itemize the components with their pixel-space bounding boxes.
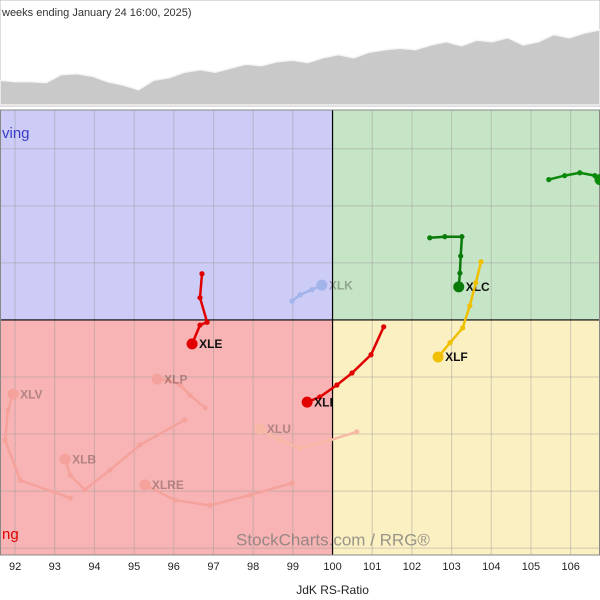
tail-point — [199, 271, 205, 277]
series-label: XLC — [466, 280, 490, 294]
tail-point — [197, 322, 203, 328]
tail-line — [63, 418, 186, 492]
tail-point — [354, 429, 360, 435]
series-label: XLE — [199, 337, 222, 351]
tail-point — [309, 287, 315, 293]
tail-head — [186, 338, 198, 350]
x-tick-label: 105 — [522, 561, 540, 573]
quadrant-improving — [0, 110, 333, 320]
x-axis-label: JdK RS-Ratio — [296, 583, 369, 597]
x-tick-label: 98 — [247, 561, 259, 573]
quadrant-lagging — [0, 319, 333, 555]
tail-point — [297, 445, 303, 451]
tail-head — [316, 279, 328, 291]
tail-point — [2, 437, 8, 443]
tail-point — [67, 495, 73, 501]
x-tick-label: 93 — [49, 561, 61, 573]
tail-head — [594, 174, 600, 186]
tail-point — [327, 437, 333, 443]
tail-point — [182, 417, 188, 423]
x-tick-label: 103 — [442, 561, 460, 573]
tail-head — [301, 396, 313, 408]
tail-point — [368, 352, 374, 358]
tail-head — [254, 423, 266, 435]
tail-point — [334, 382, 340, 388]
tail-point — [204, 319, 210, 325]
tail-point — [546, 177, 552, 183]
tail-head — [7, 388, 19, 400]
tail-point — [247, 492, 253, 498]
tail-point — [297, 292, 303, 298]
x-tick-label: 92 — [9, 561, 21, 573]
tail-point — [5, 407, 11, 413]
tail-point — [137, 442, 143, 448]
tail-point — [67, 472, 73, 478]
tail-head — [139, 479, 151, 491]
tail-point — [473, 280, 479, 286]
series-label: XLB — [72, 452, 96, 466]
tail-point — [457, 270, 463, 276]
tail-point — [447, 340, 453, 346]
series-label: XLRE — [152, 478, 184, 492]
tail-point — [349, 370, 355, 376]
tail-point — [442, 234, 448, 240]
x-tick-label: 96 — [168, 561, 180, 573]
tail-head — [432, 351, 444, 363]
series-label: XLV — [20, 387, 42, 401]
watermark: StockCharts.com / RRG® — [236, 530, 430, 549]
tail-point — [165, 377, 171, 383]
series-label: XLP — [164, 372, 187, 386]
x-tick-label: 100 — [323, 561, 341, 573]
tail-head — [59, 453, 71, 465]
tail-head — [453, 281, 465, 293]
x-tick-label: 99 — [287, 561, 299, 573]
tail-point — [277, 437, 283, 443]
series-label: XLK — [329, 278, 353, 292]
benchmark-area — [0, 29, 600, 106]
tail-point — [177, 382, 183, 388]
tail-point — [467, 303, 473, 309]
tail-point — [207, 502, 213, 508]
tail-point — [317, 394, 323, 400]
x-tick-label: 106 — [561, 561, 579, 573]
quadrant-label: ng — [2, 526, 19, 543]
tail-point — [107, 467, 113, 473]
quadrant-label: ving — [2, 125, 30, 142]
x-tick-label: 101 — [363, 561, 381, 573]
tail-point — [17, 477, 23, 483]
x-tick-label: 94 — [88, 561, 100, 573]
tail-point — [187, 392, 193, 398]
quadrant-leading — [332, 110, 600, 320]
mini-chart-title: weeks ending January 24 16:00, 2025) — [1, 7, 192, 19]
tail-point — [460, 325, 466, 331]
tail-point — [381, 324, 387, 330]
tail-point — [458, 253, 464, 259]
tail-point — [172, 497, 178, 503]
series-label: XLF — [445, 350, 468, 364]
tail-point — [427, 235, 433, 241]
tail-point — [459, 234, 465, 240]
quadrant-weakening — [332, 319, 600, 555]
x-tick-label: 95 — [128, 561, 140, 573]
tail-line — [437, 261, 483, 358]
tail-point — [289, 298, 295, 304]
tail-point — [577, 170, 583, 176]
tail-point — [478, 259, 484, 265]
tail-point — [82, 487, 88, 493]
series-label: XLI — [314, 395, 333, 409]
tail-point — [202, 405, 208, 411]
x-tick-label: 102 — [403, 561, 421, 573]
tail-head — [151, 373, 163, 385]
tail-point — [562, 173, 568, 179]
tail-point — [197, 295, 203, 301]
x-tick-label: 97 — [207, 561, 219, 573]
tail-point — [289, 480, 295, 486]
series-label: XLU — [267, 422, 291, 436]
x-tick-label: 104 — [482, 561, 500, 573]
